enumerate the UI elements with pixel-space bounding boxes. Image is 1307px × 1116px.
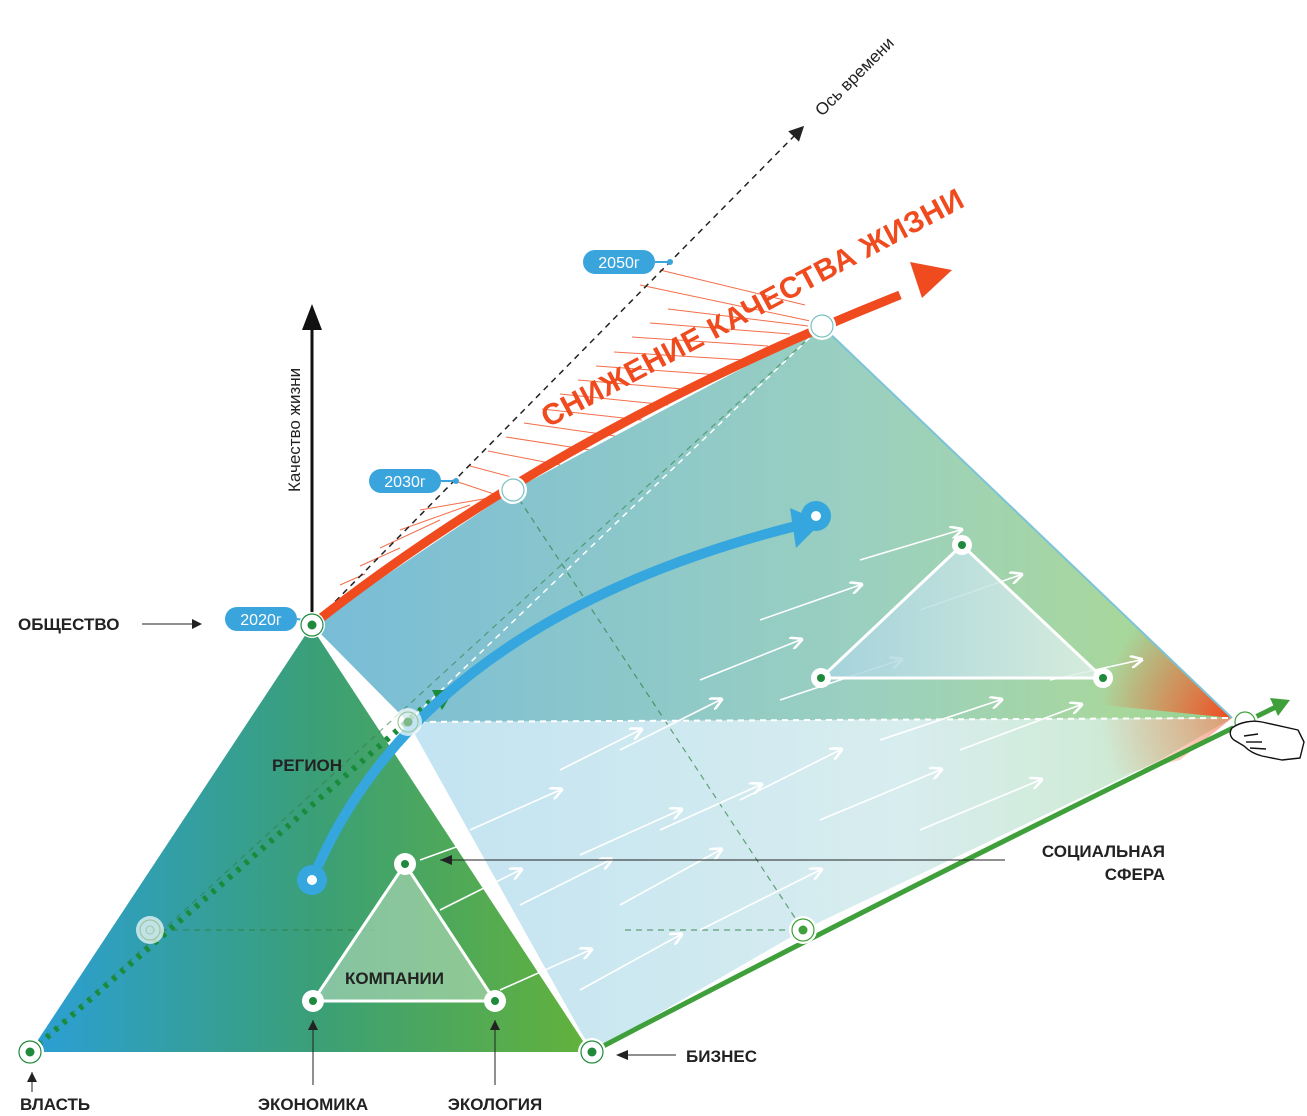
nodes	[16, 312, 1258, 1066]
quality-axis-label: Качество жизни	[285, 368, 304, 492]
far-triangle	[817, 542, 1107, 680]
node-far-top	[952, 535, 972, 555]
badge-2030: 2030г	[369, 469, 459, 493]
node-power	[16, 1038, 44, 1066]
hand-pointer-icon	[1229, 720, 1305, 761]
green-business-curve	[590, 701, 1284, 1055]
node-ecology	[484, 990, 506, 1012]
badge-2050: 2050г	[583, 250, 673, 274]
red-glow-lower	[1100, 718, 1232, 780]
node-mid-top	[394, 708, 422, 736]
badge-2030-text: 2030г	[384, 474, 426, 491]
time-axis-label: Ось времени	[811, 33, 897, 119]
hatched-area	[339, 269, 816, 586]
node-mid-bottom	[789, 916, 817, 944]
node-far-left	[811, 668, 831, 688]
badge-2020-text: 2020г	[240, 612, 282, 629]
society-connector-arrowhead	[192, 619, 202, 629]
economy-connector-arrowhead	[308, 1020, 318, 1030]
node-blue-start	[297, 865, 327, 895]
blue-curve	[307, 520, 802, 882]
ecology-connector-arrowhead	[490, 1020, 500, 1030]
label-ecology: ЭКОЛОГИЯ	[448, 1095, 543, 1114]
node-blue-end	[801, 501, 831, 531]
quality-axis-arrowhead	[302, 304, 322, 330]
label-companies: КОМПАНИИ	[345, 969, 444, 988]
badge-2050-text: 2050г	[598, 255, 640, 272]
social-connector-arrowhead	[440, 855, 452, 865]
label-business: БИЗНЕС	[686, 1047, 757, 1066]
white-flow-arrows	[419, 530, 1140, 991]
node-2030	[499, 476, 527, 504]
red-quality-arrowhead	[910, 262, 952, 298]
label-social-line1: СОЦИАЛЬНАЯ	[1042, 842, 1165, 861]
green-dotted-line	[28, 697, 434, 1055]
label-social-line2: СФЕРА	[1105, 865, 1165, 884]
red-quality-curve	[309, 290, 902, 629]
badge-2020: 2020г	[225, 607, 311, 631]
label-power: ВЛАСТЬ	[20, 1095, 90, 1114]
blue-arrowhead	[790, 508, 822, 548]
node-2050	[808, 312, 836, 340]
node-economy	[302, 990, 324, 1012]
node-business	[578, 1038, 606, 1066]
business-connector-arrowhead	[616, 1050, 628, 1060]
companies-triangle	[310, 861, 498, 1003]
prism-bottom-face	[408, 718, 1232, 1052]
node-far-right	[1093, 668, 1113, 688]
label-society: ОБЩЕСТВО	[18, 615, 119, 634]
green-business-arrowhead	[1270, 698, 1290, 716]
node-mid-left	[136, 916, 164, 944]
node-companies-top	[394, 853, 416, 875]
power-connector-arrowhead	[27, 1072, 37, 1082]
label-economy: ЭКОНОМИКА	[258, 1095, 368, 1114]
prism-top-edge	[821, 325, 1233, 719]
node-2020	[299, 612, 325, 638]
label-region: РЕГИОН	[272, 756, 342, 775]
front-triangle-edge	[310, 624, 594, 1053]
